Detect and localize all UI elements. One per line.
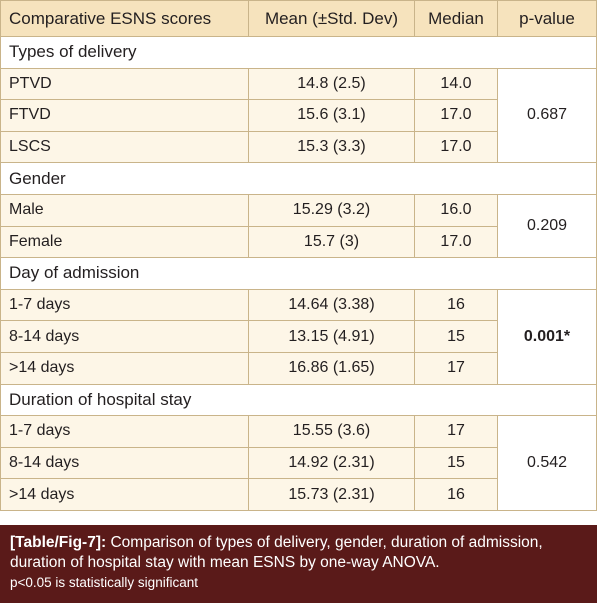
cell: 17.0 [414,225,498,259]
cell: 15 [414,320,498,353]
section-row: Day of admission [0,257,597,290]
data-row: Female 15.7 (3) 17.0 [0,225,597,259]
cell: 15.73 (2.31) [248,478,415,511]
row-label: FTVD [0,99,249,132]
cell: 15.55 (3.6) [248,415,415,448]
cell: 13.15 (4.91) [248,320,415,353]
data-row: FTVD 15.6 (3.1) 17.0 [0,99,597,132]
data-row: 1-7 days 14.64 (3.38) 16 0.001* [0,288,597,385]
table: Comparative ESNS scores Mean (±Std. Dev)… [0,0,597,511]
cell: 16.0 [414,193,498,227]
data-row: LSCS 15.3 (3.3) 17.0 [0,130,597,164]
header-cell: Comparative ESNS scores [0,0,249,37]
p-value: 0.687 [497,67,597,164]
caption-note: p<0.05 is statistically significant [10,575,198,590]
row-label: 1-7 days [0,415,249,448]
table-body: Comparative ESNS scores Mean (±Std. Dev)… [0,0,597,511]
row-label: PTVD [0,67,249,101]
caption: [Table/Fig-7]: Comparison of types of de… [0,525,597,603]
cell: 17.0 [414,99,498,132]
section-row: Types of delivery [0,36,597,69]
cell: 17 [414,351,498,385]
p-value: 0.209 [497,193,597,259]
row-label: Male [0,193,249,227]
row-label: >14 days [0,478,249,511]
header-cell: p-value [497,0,597,37]
cell: 16 [414,478,498,511]
row-label: 8-14 days [0,320,249,353]
cell: 17.0 [414,130,498,164]
row-label: Female [0,225,249,259]
data-row: PTVD 14.8 (2.5) 14.0 0.687 [0,67,597,164]
row-label: LSCS [0,130,249,164]
cell: 14.64 (3.38) [248,288,415,322]
section-title: Types of delivery [0,36,597,69]
header-cell: Median [414,0,498,37]
cell: 17 [414,415,498,448]
cell: 15.3 (3.3) [248,130,415,164]
caption-label: [Table/Fig-7]: [10,534,107,551]
p-value: 0.001* [497,288,597,385]
cell: 15.7 (3) [248,225,415,259]
row-label: >14 days [0,351,249,385]
cell: 16 [414,288,498,322]
section-title: Gender [0,162,597,195]
data-row: >14 days 15.73 (2.31) 16 [0,478,597,511]
section-title: Duration of hospital stay [0,383,597,417]
row-label: 1-7 days [0,288,249,322]
p-value: 0.542 [497,415,597,511]
section-title: Day of admission [0,257,597,290]
cell: 14.8 (2.5) [248,67,415,101]
cell: 14.0 [414,67,498,101]
caption-text: Comparison of types of delivery, gender,… [10,534,543,571]
data-row: 8-14 days 13.15 (4.91) 15 [0,320,597,353]
header-cell: Mean (±Std. Dev) [248,0,415,37]
header-row: Comparative ESNS scores Mean (±Std. Dev)… [0,0,597,37]
data-row: Male 15.29 (3.2) 16.0 0.209 [0,193,597,259]
cell: 15 [414,446,498,480]
data-row: >14 days 16.86 (1.65) 17 [0,351,597,385]
row-label: 8-14 days [0,446,249,480]
cell: 15.6 (3.1) [248,99,415,132]
cell: 16.86 (1.65) [248,351,415,385]
data-row: 1-7 days 15.55 (3.6) 17 0.542 [0,415,597,511]
cell: 14.92 (2.31) [248,446,415,480]
section-row: Duration of hospital stay [0,383,597,417]
section-row: Gender [0,162,597,195]
cell: 15.29 (3.2) [248,193,415,227]
